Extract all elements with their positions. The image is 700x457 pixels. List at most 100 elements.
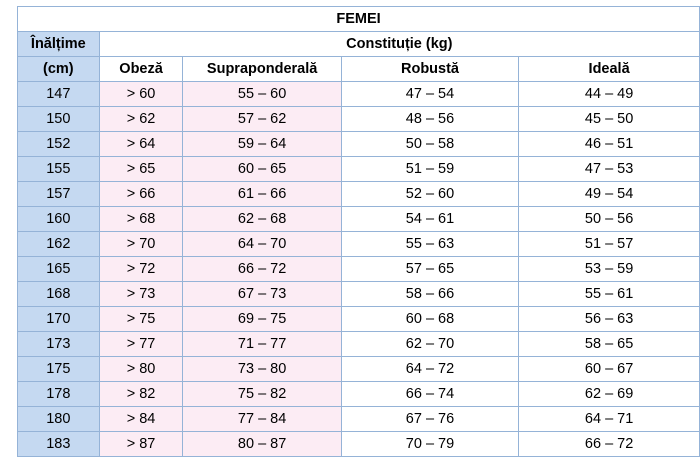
column-header-robusta: Robustă (340, 56, 520, 82)
obeza-cell: > 60 (98, 81, 184, 107)
supraponderala-cell: 67 – 73 (182, 281, 342, 307)
height-unit-header: (cm) (17, 56, 100, 82)
table-row: 157 > 66 61 – 66 52 – 60 49 – 54 (17, 181, 700, 207)
ideala-cell: 44 – 49 (518, 81, 700, 107)
ideala-cell: 51 – 57 (518, 231, 700, 257)
ideala-cell: 49 – 54 (518, 181, 700, 207)
column-header-ideala: Ideală (518, 56, 700, 82)
height-cell: 170 (17, 306, 100, 332)
obeza-cell: > 75 (98, 306, 184, 332)
height-cell: 173 (17, 331, 100, 357)
robusta-cell: 47 – 54 (340, 81, 520, 107)
height-cell: 183 (17, 431, 100, 457)
table-row: 173 > 77 71 – 77 62 – 70 58 – 65 (17, 331, 700, 357)
obeza-cell: > 77 (98, 331, 184, 357)
robusta-cell: 55 – 63 (340, 231, 520, 257)
ideala-cell: 46 – 51 (518, 131, 700, 157)
supraponderala-cell: 73 – 80 (182, 356, 342, 382)
height-cell: 175 (17, 356, 100, 382)
column-header-obeza: Obeză (98, 56, 184, 82)
table-title: FEMEI (17, 6, 700, 32)
obeza-cell: > 82 (98, 381, 184, 407)
supraponderala-cell: 61 – 66 (182, 181, 342, 207)
obeza-cell: > 68 (98, 206, 184, 232)
supraponderala-cell: 77 – 84 (182, 406, 342, 432)
table-row: 162 > 70 64 – 70 55 – 63 51 – 57 (17, 231, 700, 257)
ideala-cell: 55 – 61 (518, 281, 700, 307)
table-row: 147 > 60 55 – 60 47 – 54 44 – 49 (17, 81, 700, 107)
obeza-cell: > 80 (98, 356, 184, 382)
table-row: 150 > 62 57 – 62 48 – 56 45 – 50 (17, 106, 700, 132)
obeza-cell: > 87 (98, 431, 184, 457)
obeza-cell: > 65 (98, 156, 184, 182)
ideala-cell: 47 – 53 (518, 156, 700, 182)
supraponderala-cell: 71 – 77 (182, 331, 342, 357)
supraponderala-cell: 75 – 82 (182, 381, 342, 407)
height-cell: 150 (17, 106, 100, 132)
robusta-cell: 60 – 68 (340, 306, 520, 332)
robusta-cell: 62 – 70 (340, 331, 520, 357)
supraponderala-cell: 62 – 68 (182, 206, 342, 232)
height-cell: 152 (17, 131, 100, 157)
robusta-cell: 57 – 65 (340, 256, 520, 282)
ideala-cell: 66 – 72 (518, 431, 700, 457)
height-cell: 180 (17, 406, 100, 432)
supraponderala-cell: 69 – 75 (182, 306, 342, 332)
table-row: 183 > 87 80 – 87 70 – 79 66 – 72 (17, 431, 700, 457)
robusta-cell: 52 – 60 (340, 181, 520, 207)
supraponderala-cell: 64 – 70 (182, 231, 342, 257)
supraponderala-cell: 57 – 62 (182, 106, 342, 132)
column-header-supraponderala: Supraponderală (182, 56, 342, 82)
robusta-cell: 48 – 56 (340, 106, 520, 132)
obeza-cell: > 70 (98, 231, 184, 257)
height-cell: 157 (17, 181, 100, 207)
table-row: 178 > 82 75 – 82 66 – 74 62 – 69 (17, 381, 700, 407)
table-row: 168 > 73 67 – 73 58 – 66 55 – 61 (17, 281, 700, 307)
robusta-cell: 67 – 76 (340, 406, 520, 432)
height-header: Înălțime (17, 31, 100, 57)
height-cell: 162 (17, 231, 100, 257)
constitution-header: Constituție (kg) (98, 31, 700, 57)
obeza-cell: > 72 (98, 256, 184, 282)
supraponderala-cell: 60 – 65 (182, 156, 342, 182)
height-cell: 160 (17, 206, 100, 232)
table-row: 165 > 72 66 – 72 57 – 65 53 – 59 (17, 256, 700, 282)
table-row: 180 > 84 77 – 84 67 – 76 64 – 71 (17, 406, 700, 432)
table-body: 147 > 60 55 – 60 47 – 54 44 – 49 150 > 62 57 – … (17, 81, 700, 457)
robusta-cell: 51 – 59 (340, 156, 520, 182)
ideala-cell: 62 – 69 (518, 381, 700, 407)
table-row: 160 > 68 62 – 68 54 – 61 50 – 56 (17, 206, 700, 232)
ideala-cell: 56 – 63 (518, 306, 700, 332)
table-row: 155 > 65 60 – 65 51 – 59 47 – 53 (17, 156, 700, 182)
table-row: 170 > 75 69 – 75 60 – 68 56 – 63 (17, 306, 700, 332)
weight-table: FEMEI Înălțime Constituție (kg) (cm) Obe… (17, 6, 700, 457)
ideala-cell: 45 – 50 (518, 106, 700, 132)
obeza-cell: > 84 (98, 406, 184, 432)
robusta-cell: 58 – 66 (340, 281, 520, 307)
supraponderala-cell: 55 – 60 (182, 81, 342, 107)
ideala-cell: 58 – 65 (518, 331, 700, 357)
obeza-cell: > 66 (98, 181, 184, 207)
obeza-cell: > 64 (98, 131, 184, 157)
obeza-cell: > 73 (98, 281, 184, 307)
ideala-cell: 50 – 56 (518, 206, 700, 232)
robusta-cell: 54 – 61 (340, 206, 520, 232)
supraponderala-cell: 59 – 64 (182, 131, 342, 157)
robusta-cell: 70 – 79 (340, 431, 520, 457)
table-row: 152 > 64 59 – 64 50 – 58 46 – 51 (17, 131, 700, 157)
robusta-cell: 64 – 72 (340, 356, 520, 382)
height-cell: 155 (17, 156, 100, 182)
ideala-cell: 53 – 59 (518, 256, 700, 282)
robusta-cell: 66 – 74 (340, 381, 520, 407)
height-cell: 147 (17, 81, 100, 107)
ideala-cell: 64 – 71 (518, 406, 700, 432)
table-row: 175 > 80 73 – 80 64 – 72 60 – 67 (17, 356, 700, 382)
supraponderala-cell: 80 – 87 (182, 431, 342, 457)
robusta-cell: 50 – 58 (340, 131, 520, 157)
supraponderala-cell: 66 – 72 (182, 256, 342, 282)
obeza-cell: > 62 (98, 106, 184, 132)
ideala-cell: 60 – 67 (518, 356, 700, 382)
height-cell: 165 (17, 256, 100, 282)
height-cell: 178 (17, 381, 100, 407)
height-cell: 168 (17, 281, 100, 307)
